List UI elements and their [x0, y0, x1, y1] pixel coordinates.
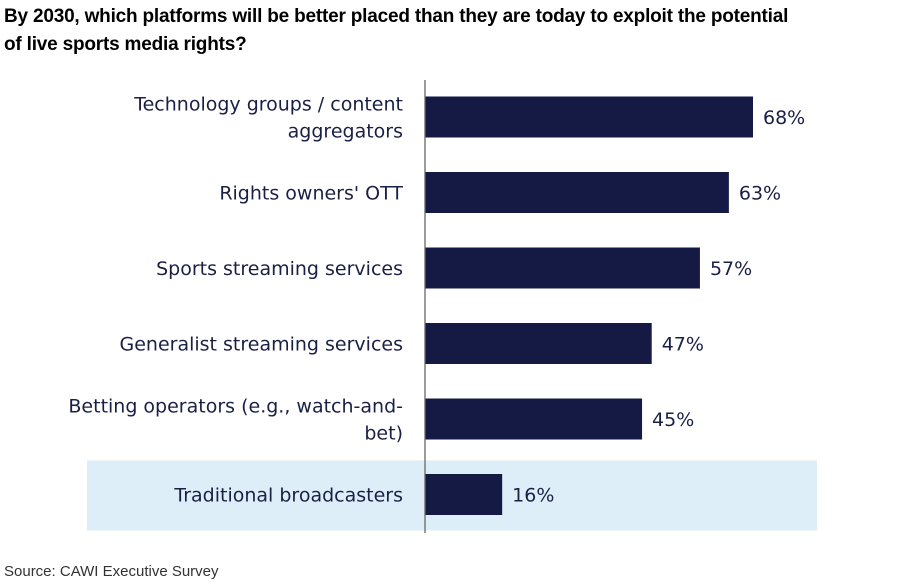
bar — [425, 474, 503, 515]
data-label: 57% — [710, 258, 752, 280]
source-note: Source: CAWI Executive Survey — [4, 563, 219, 580]
category-label: Traditional broadcasters — [173, 485, 403, 507]
data-label: 68% — [763, 107, 805, 129]
data-label: 16% — [512, 485, 554, 507]
title-line-2: of live sports media rights? — [4, 34, 247, 55]
category-label: Generalist streaming services — [119, 334, 403, 356]
bar — [425, 323, 652, 364]
data-label: 45% — [652, 409, 694, 431]
data-label: 63% — [739, 183, 781, 205]
category-label: Technology groups / content — [133, 94, 403, 116]
bar — [425, 398, 643, 440]
data-label: 47% — [662, 334, 704, 356]
title-line-1: By 2030, which platforms will be better … — [4, 6, 789, 27]
category-label: Betting operators (e.g., watch-and- — [68, 396, 403, 418]
bar — [425, 247, 700, 289]
bar — [425, 172, 729, 213]
category-label: bet) — [364, 423, 403, 445]
category-label: Rights owners' OTT — [219, 183, 403, 205]
category-label: aggregators — [288, 121, 403, 143]
bar — [425, 96, 753, 138]
chart-title: By 2030, which platforms will be better … — [4, 3, 884, 59]
category-label: Sports streaming services — [156, 258, 403, 280]
bar-chart: 68% Technology groups / content aggregator… — [68, 80, 817, 533]
